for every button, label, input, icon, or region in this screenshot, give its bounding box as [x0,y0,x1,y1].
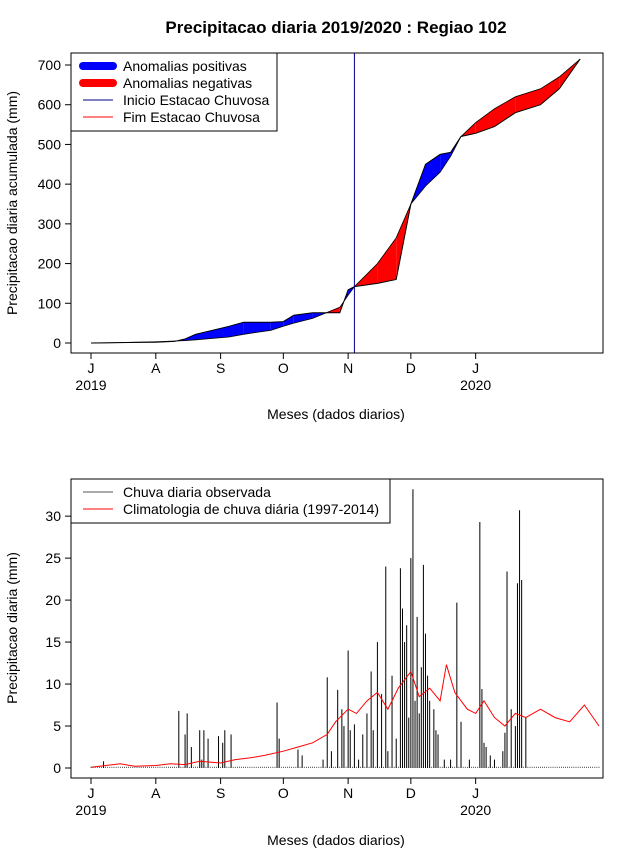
year-label: 2020 [460,377,491,393]
y-tick-label: 0 [53,335,61,351]
y-tick-label: 400 [38,176,62,192]
legend-label: Fim Estacao Chuvosa [123,109,260,125]
x-tick-label: N [343,785,353,801]
year-label: 2019 [75,377,106,393]
top-panel-frame [70,52,604,354]
y-tick-label: 700 [38,57,62,73]
y-tick-label: 100 [38,295,62,311]
legend-label: Anomalias positivas [123,58,247,74]
y-tick-label: 500 [38,136,62,152]
bottom-y-axis-label: Precipitacao diaria (mm) [4,552,20,704]
positive-anomaly-area [229,322,244,337]
top-x-axis-label: Meses (dados diarios) [267,406,405,422]
y-tick-label: 10 [45,676,61,692]
bottom-panel-frame [70,478,604,779]
chart-title: Precipitacao diaria 2019/2020 : Regiao 1… [165,18,506,37]
positive-anomaly-area [243,322,271,335]
year-label: 2020 [460,802,491,818]
x-tick-label: J [472,785,479,801]
bottom-panel-data [90,489,600,768]
top-panel-data [90,53,581,353]
x-tick-label: D [406,785,416,801]
legend-label: Chuva diaria observada [123,484,271,500]
legend-label: Climatologia de chuva diária (1997-2014) [123,501,379,517]
x-tick-label: N [343,360,353,376]
climatology-line [90,664,600,768]
negative-anomaly-area [515,88,541,113]
legend-box [70,52,278,132]
y-tick-label: 200 [38,256,62,272]
y-tick-label: 5 [53,718,61,734]
legend-label: Anomalias negativas [123,75,252,91]
x-tick-label: J [88,360,95,376]
legend-box [70,478,391,524]
negative-anomaly-area [494,96,516,127]
y-tick-label: 25 [45,550,61,566]
x-tick-label: J [88,785,95,801]
bottom-x-axis-label: Meses (dados diarios) [267,832,405,848]
legend-label: Inicio Estacao Chuvosa [123,92,270,108]
x-tick-label: J [472,360,479,376]
positive-anomaly-area [440,152,451,173]
positive-anomaly-area [195,326,229,340]
y-tick-label: 300 [38,216,62,232]
observed-cumulative-line [90,58,581,344]
x-tick-label: D [406,360,416,376]
climatology-cumulative-line [90,58,581,344]
x-tick-label: A [151,785,161,801]
y-tick-label: 0 [53,760,61,776]
positive-anomaly-area [270,321,284,331]
negative-anomaly-area [475,108,495,134]
negative-anomaly-area [377,237,397,284]
positive-anomaly-area [293,312,313,324]
x-tick-label: S [216,785,225,801]
top-y-axis-label: Precipitacao diaria acumulada (mm) [4,91,20,315]
y-tick-label: 30 [45,508,61,524]
y-tick-label: 15 [45,634,61,650]
y-tick-label: 20 [45,592,61,608]
x-tick-label: O [278,360,289,376]
year-label: 2019 [75,802,106,818]
x-tick-label: A [151,360,161,376]
y-tick-label: 600 [38,97,62,113]
x-tick-label: O [278,785,289,801]
x-tick-label: S [216,360,225,376]
negative-anomaly-area [540,76,560,105]
